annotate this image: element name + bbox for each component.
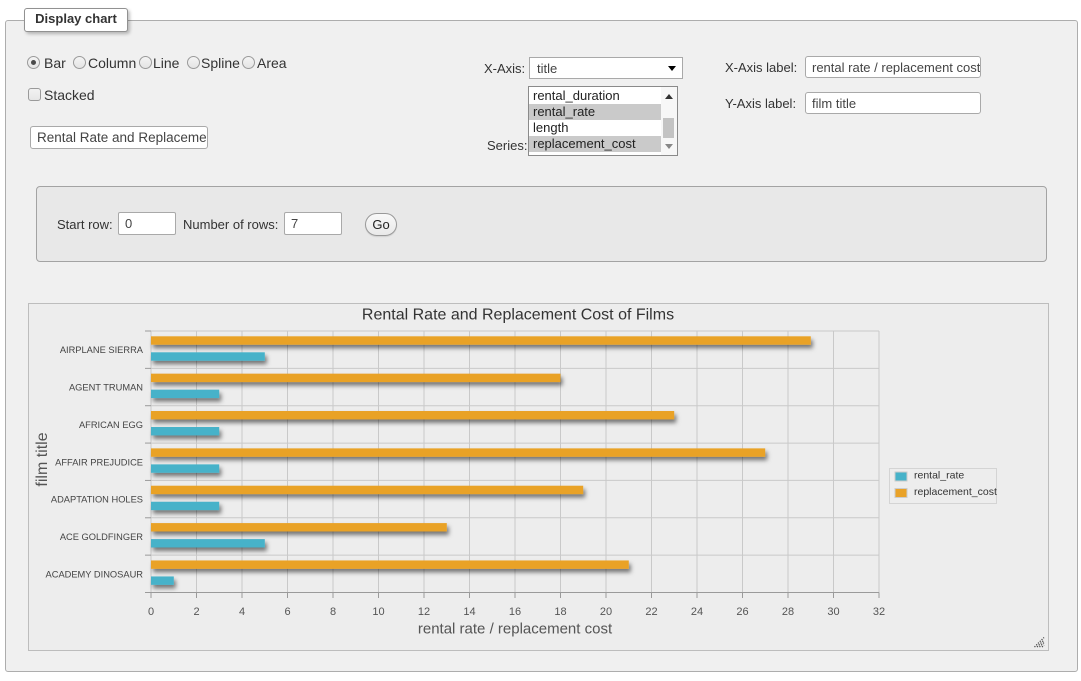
svg-text:AIRPLANE SIERRA: AIRPLANE SIERRA — [60, 345, 144, 355]
svg-text:6: 6 — [284, 606, 290, 618]
svg-text:24: 24 — [691, 606, 703, 618]
svg-text:26: 26 — [736, 606, 748, 618]
svg-text:Rental Rate and Replacement Co: Rental Rate and Replacement Cost of Film… — [362, 307, 674, 324]
svg-text:16: 16 — [509, 606, 521, 618]
svg-text:10: 10 — [372, 606, 384, 618]
svg-text:AFRICAN EGG: AFRICAN EGG — [79, 420, 143, 430]
svg-text:ACE GOLDFINGER: ACE GOLDFINGER — [60, 532, 143, 542]
svg-text:12: 12 — [418, 606, 430, 618]
svg-text:22: 22 — [645, 606, 657, 618]
svg-text:0: 0 — [148, 606, 154, 618]
svg-text:14: 14 — [463, 606, 475, 618]
svg-text:rental_rate: rental_rate — [914, 470, 964, 482]
svg-text:28: 28 — [782, 606, 794, 618]
svg-text:rental rate / replacement cost: rental rate / replacement cost — [418, 621, 613, 638]
svg-text:AGENT TRUMAN: AGENT TRUMAN — [69, 383, 143, 393]
svg-text:18: 18 — [554, 606, 566, 618]
svg-text:4: 4 — [239, 606, 245, 618]
svg-text:ADAPTATION HOLES: ADAPTATION HOLES — [51, 495, 143, 505]
svg-text:2: 2 — [193, 606, 199, 618]
svg-text:30: 30 — [827, 606, 839, 618]
svg-text:film title: film title — [34, 432, 51, 486]
svg-text:replacement_cost: replacement_cost — [914, 486, 997, 498]
svg-text:AFFAIR PREJUDICE: AFFAIR PREJUDICE — [55, 457, 143, 467]
svg-text:32: 32 — [873, 606, 885, 618]
svg-text:8: 8 — [330, 606, 336, 618]
svg-text:20: 20 — [600, 606, 612, 618]
svg-text:ACADEMY DINOSAUR: ACADEMY DINOSAUR — [46, 569, 144, 579]
